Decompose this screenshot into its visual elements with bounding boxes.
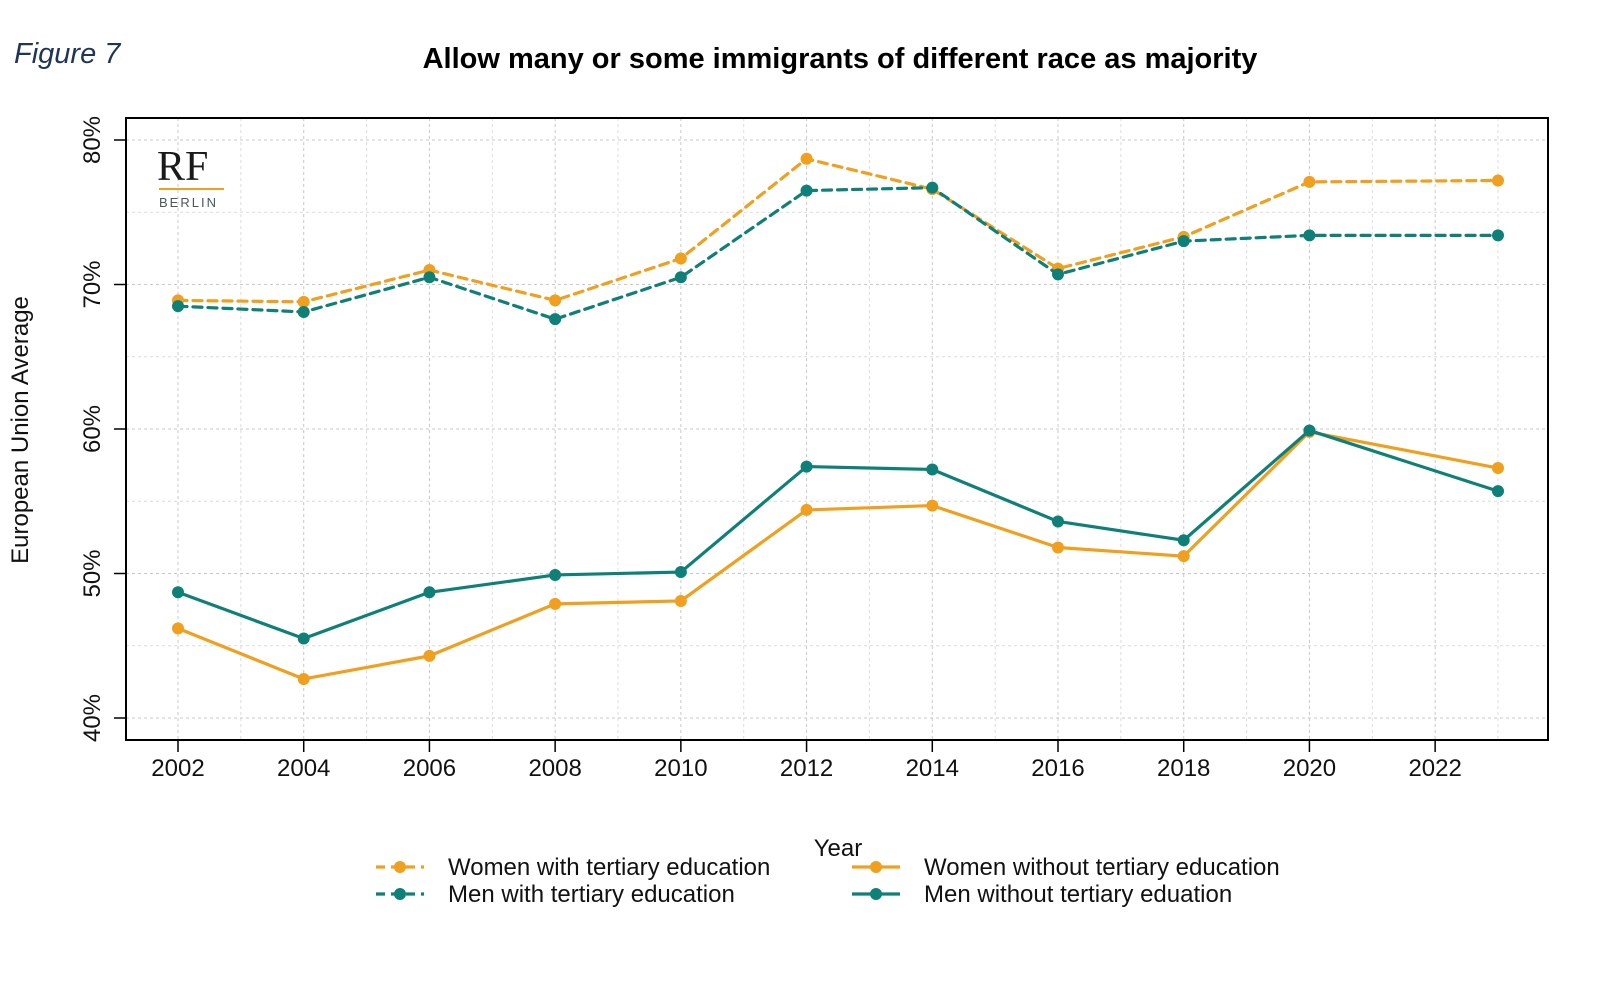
data-point — [297, 295, 310, 308]
data-point — [800, 184, 813, 197]
data-point — [674, 252, 687, 265]
x-tick-label: 2018 — [1157, 755, 1210, 782]
x-tick-label: 2020 — [1283, 755, 1336, 782]
legend-item: Men without tertiary eduation — [852, 881, 1232, 908]
data-point — [549, 597, 562, 610]
legend-label: Men with tertiary education — [448, 881, 735, 908]
data-point — [1052, 515, 1064, 528]
x-tick-label: 2002 — [151, 755, 204, 782]
data-point — [297, 632, 310, 645]
x-tick-label: 2012 — [780, 755, 833, 782]
legend-item: Men with tertiary education — [376, 881, 735, 908]
x-tick-label: 2006 — [403, 755, 456, 782]
data-point — [1492, 462, 1504, 475]
data-point — [1177, 550, 1190, 563]
legend-item: Women with tertiary education — [376, 854, 770, 881]
data-point — [926, 181, 939, 194]
data-point — [674, 271, 687, 284]
data-point — [800, 460, 813, 473]
series-1 — [172, 181, 1504, 326]
legend-swatch-marker — [394, 888, 406, 900]
chart-title: Allow many or some immigrants of differe… — [423, 43, 1258, 75]
data-point — [297, 305, 310, 318]
y-tick-label: 50% — [79, 549, 106, 597]
legend-label: Women with tertiary education — [448, 854, 770, 881]
series-2 — [172, 425, 1504, 685]
y-tick-label: 80% — [79, 116, 106, 164]
x-axis: 2002 2004 2006 2008 2010 2012 2014 2016 2018 2020… — [151, 740, 1462, 782]
data-point — [297, 672, 310, 685]
legend-swatch-marker — [870, 888, 882, 900]
legend-swatch-marker — [870, 861, 882, 873]
logo-sub-text: BERLIN — [159, 195, 218, 210]
x-tick-label: 2008 — [528, 755, 581, 782]
data-point — [800, 503, 813, 516]
legend-label: Women without tertiary education — [924, 854, 1280, 881]
data-point — [800, 152, 813, 165]
data-point — [1052, 541, 1064, 554]
data-point — [1492, 174, 1504, 187]
y-tick-label: 60% — [79, 405, 106, 453]
y-tick-label: 70% — [79, 260, 106, 308]
data-point — [926, 463, 939, 476]
data-point — [674, 566, 687, 579]
figure-label: Figure 7 — [14, 38, 121, 70]
x-tick-label: 2016 — [1031, 755, 1084, 782]
data-point — [1303, 229, 1316, 242]
data-point — [674, 594, 687, 607]
data-point — [1303, 175, 1316, 188]
data-point — [549, 294, 562, 307]
series-layer — [172, 152, 1504, 685]
y-axis: 40% 50% 60% 70% 80% — [79, 116, 126, 742]
data-point — [423, 271, 436, 284]
x-tick-label: 2004 — [277, 755, 330, 782]
data-point — [926, 499, 939, 512]
data-point — [172, 586, 184, 599]
y-tick-label: 40% — [79, 694, 106, 742]
data-point — [172, 622, 184, 635]
series-3 — [172, 424, 1504, 645]
data-point — [1492, 485, 1504, 498]
x-tick-label: 2022 — [1408, 755, 1461, 782]
legend-label: Men without tertiary eduation — [924, 881, 1232, 908]
data-point — [423, 649, 436, 662]
data-point — [1177, 534, 1190, 547]
data-point — [1492, 229, 1504, 242]
data-point — [1303, 424, 1316, 437]
data-point — [549, 568, 562, 581]
grid-lines — [126, 118, 1548, 740]
series-line — [176, 157, 1500, 304]
logo-main-text: RF — [157, 144, 208, 190]
data-point — [1052, 268, 1064, 281]
data-point — [1177, 235, 1190, 248]
x-tick-label: 2010 — [654, 755, 707, 782]
data-point — [172, 300, 184, 313]
legend-swatch-marker — [394, 861, 406, 873]
data-point — [423, 586, 436, 599]
data-point — [549, 313, 562, 326]
series-line — [176, 428, 1500, 641]
x-axis-label: Year — [814, 835, 863, 862]
series-line — [176, 430, 1500, 681]
y-axis-label: European Union Average — [7, 296, 34, 564]
legend-item: Women without tertiary education — [852, 854, 1280, 881]
series-line — [176, 186, 1500, 321]
x-tick-label: 2014 — [906, 755, 959, 782]
rf-berlin-logo: RF BERLIN — [157, 144, 224, 210]
